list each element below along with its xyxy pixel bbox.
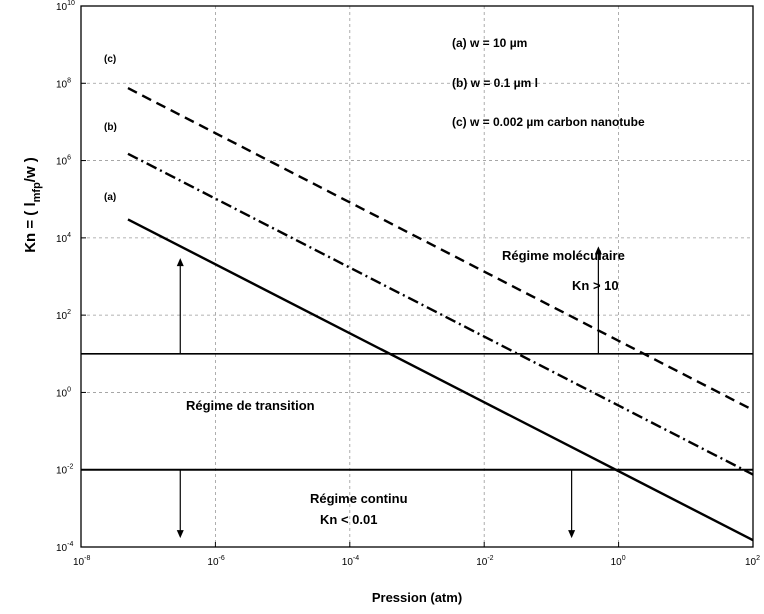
x-tick-label: 100 [611,555,626,568]
arrow-head [176,258,184,267]
legend-entry-a: (a) w = 10 µm [452,36,527,50]
y-tick-label: 106 [56,155,71,168]
region-molecular-title: Régime moléculaire [502,248,625,263]
series-line [127,87,754,412]
y-tick-label: 102 [56,309,71,322]
svg-text:Kn = ( lmfp/w ): Kn = ( lmfp/w ) [22,157,43,253]
series-line [127,218,754,542]
series-label-b: (b) [104,122,117,133]
x-tick-label: 10-2 [476,555,493,568]
x-ticks: 10-8 10-6 10-4 10-2 100 102 [73,542,760,568]
x-tick-label: 102 [745,555,760,568]
arrow-head [594,246,602,255]
plot-frame [80,5,754,548]
y-axis-label-tail: /w ) [22,157,39,182]
x-axis-label: Pression (atm) [372,590,462,605]
y-ticks: 10-4 10-2 100 102 104 106 108 1010 [56,0,86,554]
y-tick-label: 100 [56,386,71,399]
arrow-head [568,530,576,539]
region-continuum-condition: Kn < 0.01 [320,512,377,527]
series-label-c: (c) [104,54,116,65]
region-molecular-condition: Kn > 10 [572,278,619,293]
y-axis-label: Kn = ( lmfp/w ) [22,157,43,253]
legend-entry-c: (c) w = 0.002 µm carbon nanotube [452,115,645,129]
region-transition-title: Régime de transition [186,398,315,413]
x-tick-label: 10-6 [207,555,224,568]
plot-area [81,6,753,547]
legend-entry-b: (b) w = 0.1 µm l [452,76,538,90]
series-group [127,87,754,542]
y-tick-label: 10-2 [56,464,73,477]
series-label-a: (a) [104,192,116,203]
y-tick-label: 10-4 [56,541,73,554]
y-tick-label: 108 [56,77,71,90]
y-axis-label-main: Kn = ( l [22,202,39,252]
x-tick-label: 10-8 [73,555,90,568]
region-continuum-title: Régime continu [310,491,408,506]
arrows [176,246,602,539]
y-tick-label: 104 [56,232,71,245]
y-axis-label-subscript: mfp [31,182,43,202]
x-tick-label: 10-4 [342,555,359,568]
series-line [127,152,754,476]
threshold-lines [81,352,753,471]
arrow-head [176,530,184,539]
y-tick-label: 1010 [56,0,75,13]
